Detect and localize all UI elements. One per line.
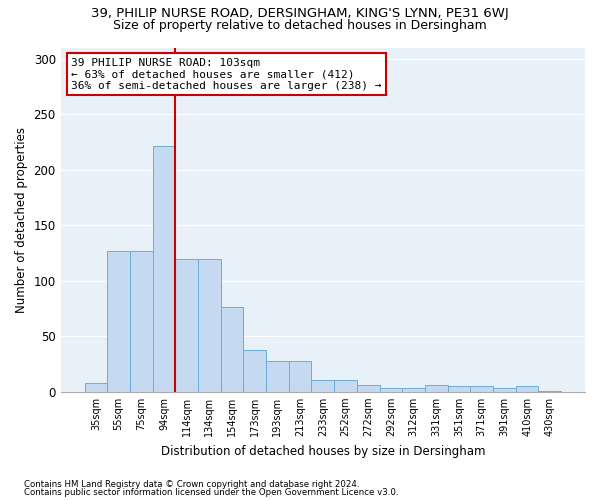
Bar: [107, 251, 130, 392]
Bar: [175, 258, 198, 392]
Bar: [380, 388, 402, 392]
Bar: [85, 383, 107, 392]
Bar: [152, 146, 175, 392]
Bar: [425, 385, 448, 392]
Bar: [221, 308, 244, 392]
Text: Size of property relative to detached houses in Dersingham: Size of property relative to detached ho…: [113, 18, 487, 32]
Bar: [470, 386, 493, 392]
Text: 39, PHILIP NURSE ROAD, DERSINGHAM, KING'S LYNN, PE31 6WJ: 39, PHILIP NURSE ROAD, DERSINGHAM, KING'…: [91, 8, 509, 20]
Text: Contains HM Land Registry data © Crown copyright and database right 2024.: Contains HM Land Registry data © Crown c…: [24, 480, 359, 489]
Y-axis label: Number of detached properties: Number of detached properties: [15, 126, 28, 312]
Bar: [289, 360, 311, 392]
Text: Contains public sector information licensed under the Open Government Licence v3: Contains public sector information licen…: [24, 488, 398, 497]
Bar: [311, 380, 334, 392]
Bar: [493, 388, 516, 392]
Bar: [244, 350, 266, 392]
Bar: [334, 380, 357, 392]
Bar: [402, 388, 425, 392]
Bar: [516, 386, 538, 392]
Bar: [357, 385, 380, 392]
Bar: [538, 390, 561, 392]
Bar: [448, 386, 470, 392]
Bar: [198, 258, 221, 392]
Bar: [266, 360, 289, 392]
X-axis label: Distribution of detached houses by size in Dersingham: Distribution of detached houses by size …: [161, 444, 485, 458]
Bar: [130, 251, 152, 392]
Text: 39 PHILIP NURSE ROAD: 103sqm
← 63% of detached houses are smaller (412)
36% of s: 39 PHILIP NURSE ROAD: 103sqm ← 63% of de…: [71, 58, 382, 91]
